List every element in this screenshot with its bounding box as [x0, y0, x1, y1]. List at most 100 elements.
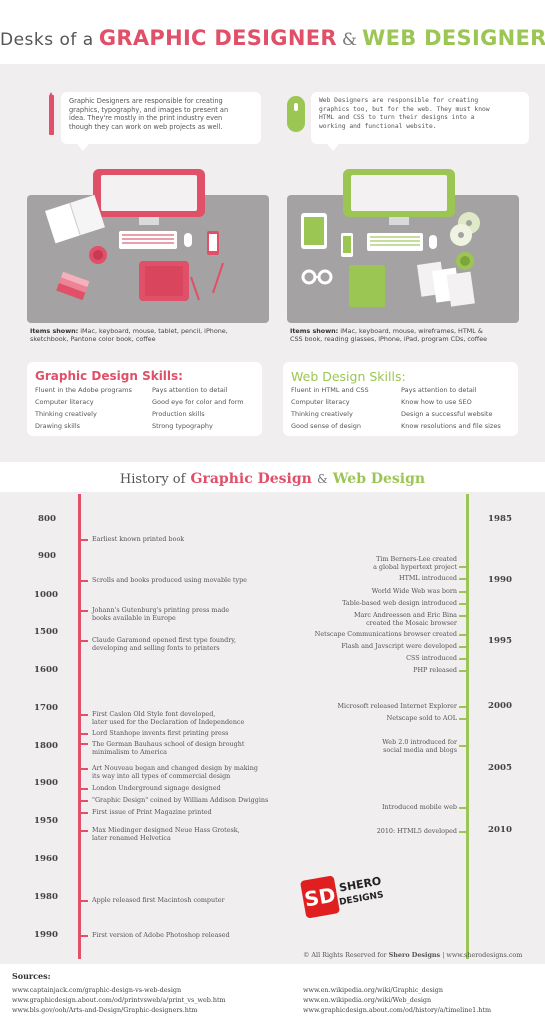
left-year-label: 1700	[34, 703, 58, 713]
graphic-history-event: First version of Adobe Photoshop release…	[92, 931, 230, 939]
timeline-tick	[459, 706, 466, 708]
web-history-event: Tim Berners-Lee created a global hypertex…	[373, 555, 457, 571]
graphic-bubble-line: idea. They're mostly in the print indust…	[69, 114, 223, 123]
timeline-tick	[81, 812, 88, 814]
left-year-label: 1900	[34, 778, 58, 788]
skill-item: Computer literacy	[35, 398, 94, 406]
right-year-label: 2005	[488, 763, 512, 773]
pencil-tip-icon	[49, 92, 53, 96]
left-year-label: 1000	[34, 590, 58, 600]
timeline-tick	[81, 610, 88, 612]
timeline-tick	[81, 768, 88, 770]
history-band	[0, 462, 545, 492]
timeline-tick	[81, 900, 88, 902]
web-items-line: CSS book, reading glasses, iPhone, iPad,…	[290, 335, 488, 344]
web-history-event: Table-based web design introduced	[342, 599, 457, 607]
title-ampersand: &	[341, 30, 358, 50]
title-graphic-designer: GRAPHIC DESIGNER	[98, 26, 337, 50]
sources-section	[0, 964, 545, 1024]
web-items-label: Items shown:	[290, 327, 339, 335]
skill-item: Fluent in HTML and CSS	[291, 386, 369, 394]
left-year-label: 1980	[34, 892, 58, 902]
timeline-tick	[459, 591, 466, 593]
graphic-history-event: Max Miedinger designed Neue Hass Grotesk…	[92, 826, 240, 842]
web-skills-title: Web Design Skills:	[291, 369, 406, 384]
graphic-timeline-line	[78, 494, 81, 959]
skill-item: Know resolutions and file sizes	[401, 422, 501, 430]
mouse-icon	[287, 96, 305, 132]
web-bubble-line: HTML and CSS to turn their designs into …	[319, 114, 475, 122]
graphic-history-event: London Underground signage designed	[92, 784, 221, 792]
timeline-tick	[459, 634, 466, 636]
graphic-bubble-line: though they can work on web projects as …	[69, 122, 223, 131]
left-year-label: 900	[38, 551, 56, 561]
shero-designs-logo: SD SHERO DESIGNS	[299, 874, 384, 920]
history-title-part-1: History of	[119, 472, 186, 487]
skill-item: Production skills	[152, 410, 205, 418]
graphic-skills-card: Graphic Design Skills: Fluent in the Ado…	[27, 362, 262, 436]
graphic-history-event: Johann's Gutenburg's printing press made…	[92, 606, 230, 622]
graphic-bubble-line: graphics, typography, and images to pres…	[69, 105, 229, 114]
timeline-tick	[459, 603, 466, 605]
graphic-bubble-line: Graphic Designers are responsible for cr…	[69, 97, 223, 105]
left-year-label: 1950	[34, 816, 58, 826]
graphic-desk-svg	[27, 169, 269, 323]
history-title: History of Graphic Design & Web Design	[0, 468, 545, 487]
web-history-event: Marc Andreessen and Eric Bina created the…	[353, 611, 457, 627]
skill-item: Pays attention to detail	[401, 386, 477, 394]
graphic-history-event: The German Bauhaus school of design brou…	[92, 740, 245, 756]
right-year-label: 1985	[488, 514, 512, 524]
left-year-label: 1600	[34, 665, 58, 675]
graphic-skills-title: Graphic Design Skills:	[35, 369, 183, 383]
graphic-history-event: Earliest known printed book	[92, 535, 185, 543]
web-timeline-line	[466, 494, 469, 959]
web-bubble-line: working and functional website.	[319, 122, 437, 130]
web-history-event: Introduced mobile web	[381, 803, 457, 811]
web-history-event: Flash and Javscript were developed	[341, 642, 457, 650]
timeline-tick	[81, 580, 88, 582]
right-year-label: 1995	[488, 636, 512, 646]
source-link[interactable]: www.graphicdesign.about.com/od/history/a…	[303, 1006, 492, 1014]
skill-item: Drawing skills	[35, 422, 81, 430]
left-year-label: 800	[38, 514, 56, 524]
skill-item: Computer literacy	[291, 398, 350, 406]
graphic-history-event: Scrolls and books produced using movable…	[92, 576, 247, 584]
web-history-event: Web 2.0 introduced for social media and b…	[382, 738, 457, 754]
history-title-ampersand: &	[316, 472, 328, 486]
source-link[interactable]: www.captainjack.com/graphic-design-vs-we…	[12, 986, 182, 994]
sources-title: Sources:	[12, 971, 51, 981]
source-link[interactable]: www.graphicdesign.about.com/od/printvswe…	[12, 996, 226, 1004]
web-history-event: World Wide Web was born	[371, 587, 457, 595]
timeline-tick	[81, 800, 88, 802]
pencil-icon	[49, 95, 54, 135]
history-title-graphic: Graphic Design	[190, 471, 312, 487]
title-part-1: Desks of a	[0, 30, 94, 50]
web-items-shown: Items shown: iMac, keyboard, mouse, wire…	[290, 327, 530, 344]
left-year-label: 1990	[34, 930, 58, 940]
web-designer-bubble: Web Designers are responsible for creati…	[311, 92, 529, 151]
graphic-history-event: Claude Garamond opened first type foundr…	[92, 636, 237, 652]
source-link[interactable]: www.bls.gov/ooh/Arts-and-Design/Graphic-…	[12, 1006, 198, 1014]
source-link[interactable]: www.en.wikipedia.org/wiki/Graphic_design	[303, 986, 444, 994]
copyright-brand: Shero Designs	[388, 951, 441, 959]
timeline-tick	[459, 670, 466, 672]
graphic-items-line: sketchbook, Pantone color book, coffee	[30, 335, 156, 344]
graphic-history-event: First Caslon Old Style font developed, la…	[92, 710, 245, 726]
left-year-label: 1500	[34, 627, 58, 637]
web-bubble-line: graphics too, but for the web. They must…	[319, 105, 490, 113]
source-link[interactable]: www.en.wikipedia.org/wiki/Web_design	[303, 996, 432, 1004]
timeline-tick	[81, 539, 88, 541]
skill-item: Design a successful website	[401, 410, 493, 418]
web-history-event: Microsoft released Internet Explorer	[337, 702, 457, 710]
graphic-history-event: First issue of Print Magazine printed	[92, 808, 212, 816]
web-history-event: HTML introduced	[399, 574, 457, 582]
skill-item: Thinking creatively	[291, 410, 353, 418]
header-bar	[0, 0, 545, 64]
timeline-tick	[459, 807, 466, 809]
web-history-event: Netscape sold to AOL	[386, 714, 457, 722]
timeline-tick	[81, 830, 88, 832]
web-desk-illustration	[287, 165, 519, 323]
timeline-tick	[459, 831, 466, 833]
timeline-tick	[81, 935, 88, 937]
timeline-tick	[459, 658, 466, 660]
